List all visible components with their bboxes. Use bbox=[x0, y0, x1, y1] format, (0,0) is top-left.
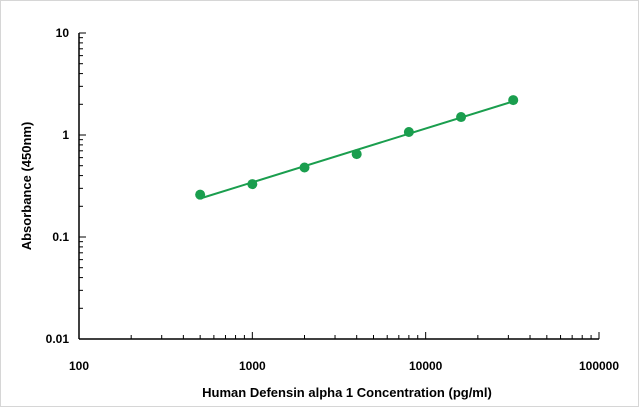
data-point bbox=[456, 112, 467, 123]
data-point bbox=[299, 162, 310, 173]
y-tick-label: 1 bbox=[62, 128, 69, 142]
data-points bbox=[195, 95, 519, 200]
y-tick-label: 0.1 bbox=[52, 230, 69, 244]
y-tick-labels: 0.01 0.1 1 10 bbox=[46, 26, 70, 346]
plot-area bbox=[195, 95, 519, 200]
x-tick-label: 100000 bbox=[579, 359, 619, 373]
x-tick-label: 1000 bbox=[239, 359, 266, 373]
data-point bbox=[403, 127, 414, 138]
y-axis-title: Absorbance (450nm) bbox=[19, 122, 34, 251]
x-axis-title: Human Defensin alpha 1 Concentration (pg… bbox=[202, 385, 492, 400]
x-tick-label: 10000 bbox=[409, 359, 443, 373]
x-tick-labels: 100 1000 10000 100000 bbox=[69, 359, 619, 373]
data-point bbox=[195, 189, 206, 200]
x-tick-label: 100 bbox=[69, 359, 89, 373]
data-point bbox=[247, 179, 258, 190]
data-point bbox=[508, 95, 519, 106]
axes: 0.01 0.1 1 10 100 1000 10000 100000 bbox=[46, 26, 620, 373]
y-tick-label: 10 bbox=[56, 26, 70, 40]
y-minor-ticks bbox=[79, 32, 86, 340]
y-tick-label: 0.01 bbox=[46, 332, 70, 346]
data-point bbox=[351, 149, 362, 160]
x-minor-ticks bbox=[78, 332, 600, 339]
